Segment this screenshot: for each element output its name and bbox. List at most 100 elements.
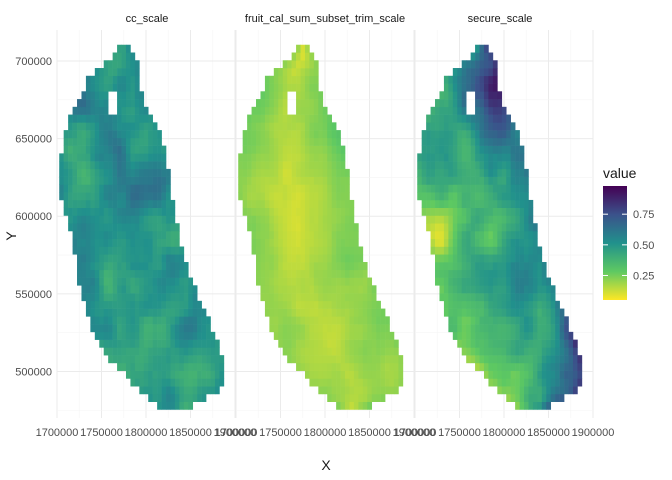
heatmap-cell [555,362,560,371]
heatmap-cell [358,285,364,294]
heatmap-cell [385,316,390,325]
heatmap-cell [143,262,149,271]
heatmap-cell [90,254,96,263]
heatmap-cell [117,145,122,154]
heatmap-cell [452,137,458,146]
heatmap-cell [103,339,109,348]
heatmap-cell [251,223,257,232]
heatmap-cell [68,199,73,208]
heatmap-cell [331,176,337,185]
heatmap-cell [435,230,440,240]
heatmap-cell [300,362,306,371]
heatmap-cell [506,316,511,325]
heatmap-cell [170,277,176,286]
heatmap-cell [426,114,431,123]
heatmap-cell [143,168,149,177]
heatmap-cell [103,130,109,139]
heatmap-cell [309,246,315,255]
heatmap-cell [497,137,503,146]
heatmap-cell [353,324,359,333]
heatmap-cell [183,401,189,410]
heatmap-cell [291,145,297,154]
heatmap-cell [443,293,449,302]
heatmap-cell [519,347,525,356]
heatmap-cell [336,324,341,333]
heatmap-cell [296,223,301,232]
heatmap-cell [108,122,113,131]
heatmap-cell [524,207,529,216]
heatmap-cell [273,293,279,302]
heatmap-cell [313,106,319,115]
heatmap-cell [85,277,91,286]
heatmap-cell [380,339,386,348]
heatmap-cell [300,176,306,185]
heatmap-cell [421,145,427,154]
heatmap-cell [157,262,162,271]
heatmap-cell [117,300,122,309]
heatmap-cell [358,277,364,286]
heatmap-cell [541,285,547,294]
heatmap-cell [466,246,471,255]
heatmap-cell [559,324,565,333]
heatmap-cell [94,199,100,208]
heatmap-cell [179,339,185,348]
heatmap-cell [371,370,377,379]
heatmap-cell [269,145,275,154]
heatmap-cell [398,378,404,387]
heatmap-cell [439,161,445,170]
heatmap-cell [296,91,301,100]
heatmap-cell [313,60,319,69]
heatmap-cell [546,300,552,309]
heatmap-cell [192,300,198,309]
heatmap-cell [81,277,87,286]
heatmap-cell [506,176,511,185]
heatmap-cell [362,347,368,356]
heatmap-cell [103,285,109,294]
heatmap-cell [537,401,543,410]
heatmap-cell [112,293,118,302]
heatmap-cell [479,230,485,240]
heatmap-cell [134,362,140,371]
heatmap-cell [125,277,131,286]
heatmap-cell [349,199,355,208]
heatmap-cell [448,75,454,84]
heatmap-cell [475,75,480,84]
heatmap-cell [81,246,87,255]
heatmap-cell [170,223,176,232]
heatmap-cell [68,192,73,201]
heatmap-cell [206,378,211,387]
heatmap-cell [273,176,279,185]
heatmap-cell [260,230,266,240]
heatmap-cell [327,199,332,208]
heatmap-cell [59,153,64,162]
heatmap-cell [282,316,288,325]
heatmap-cell [90,300,96,309]
heatmap-cell [457,75,463,84]
heatmap-cell [273,83,279,92]
heatmap-cell [99,285,105,294]
heatmap-cell [166,238,171,247]
heatmap-cell [197,370,202,379]
heatmap-cell [282,246,288,255]
heatmap-cell [439,238,445,247]
heatmap-cell [417,153,422,162]
heatmap-cell [304,285,310,294]
heatmap-cell [161,207,167,216]
heatmap-cell [430,153,436,162]
heatmap-cell [287,161,292,170]
heatmap-cell [304,269,310,278]
heatmap-cell [130,199,136,208]
heatmap-cell [461,230,467,240]
heatmap-cell [340,230,346,240]
heatmap-cell [479,339,485,348]
heatmap-cell [501,145,507,154]
heatmap-cell [340,246,346,255]
heatmap-cell [475,83,480,92]
heatmap-cell [461,347,467,356]
heatmap-cell [309,331,315,340]
heatmap-cell [439,91,445,100]
heatmap-cell [318,207,324,216]
heatmap-cell [183,324,189,333]
heatmap-cell [564,370,569,379]
heatmap-cell [537,339,543,348]
